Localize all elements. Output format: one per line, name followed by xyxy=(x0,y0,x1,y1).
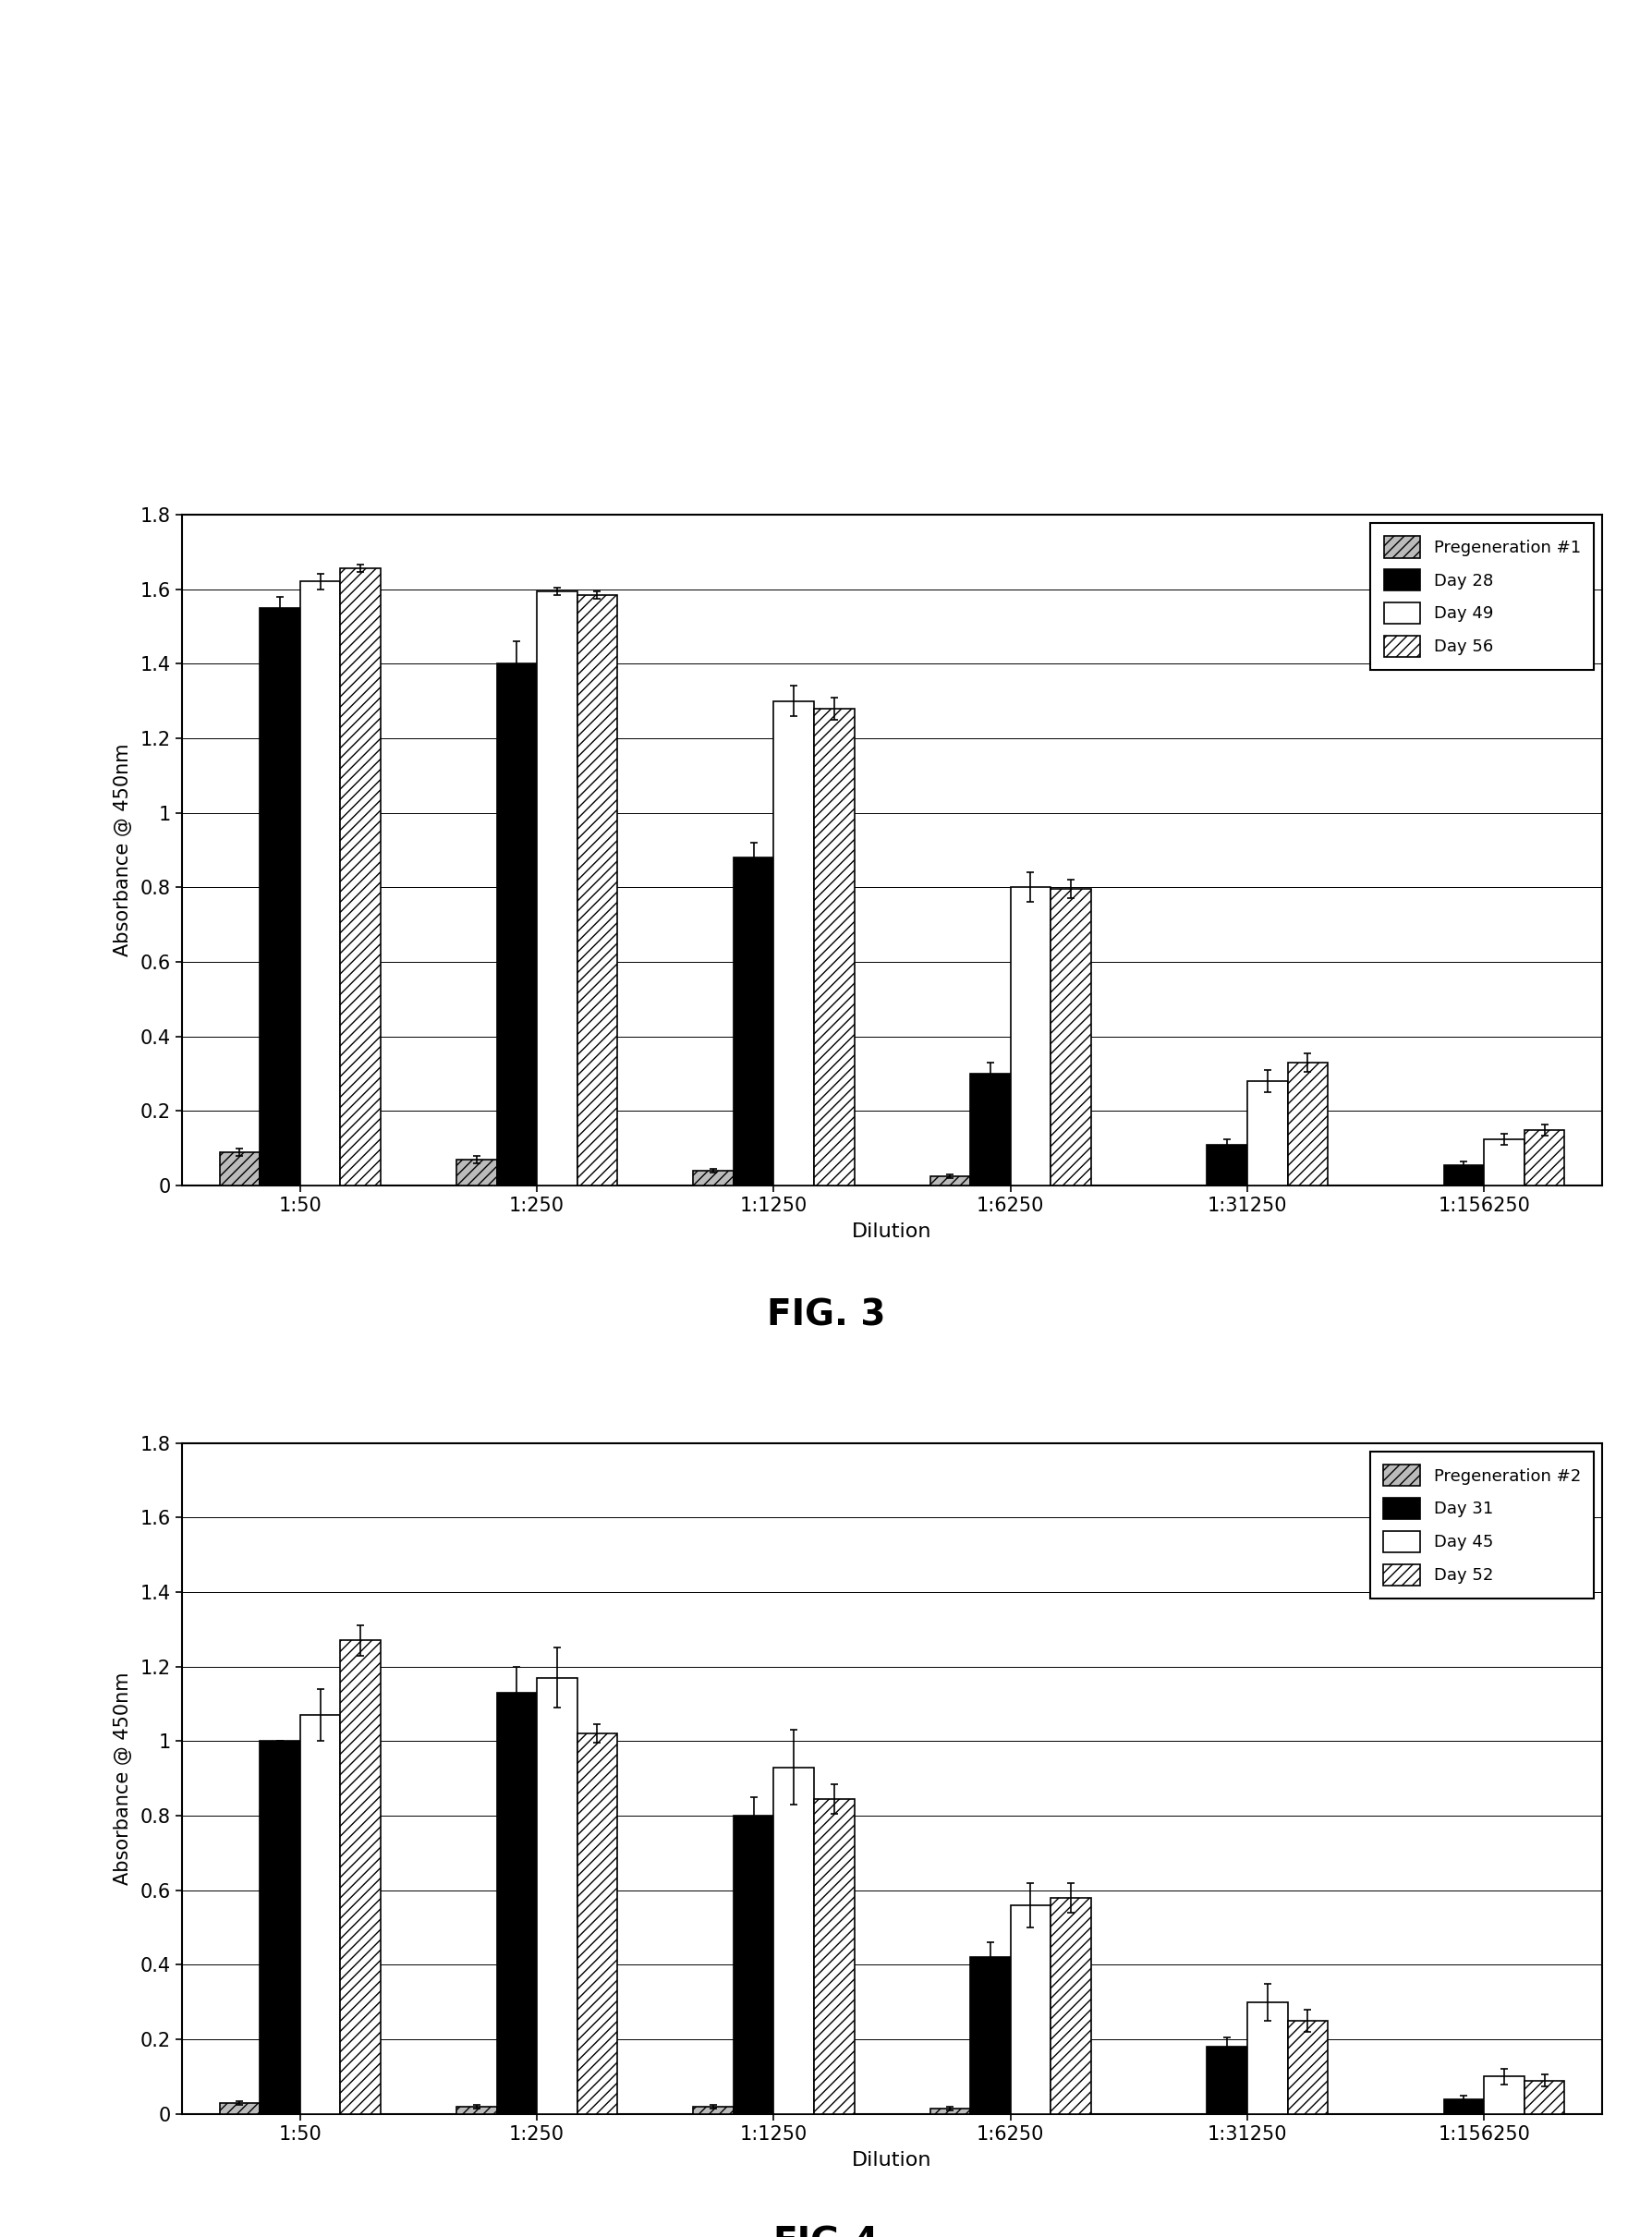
Bar xyxy=(814,709,854,1186)
Bar xyxy=(577,595,618,1186)
Bar xyxy=(301,582,340,1186)
Bar xyxy=(1011,1906,1051,2114)
Bar xyxy=(340,568,380,1186)
Bar xyxy=(456,2107,497,2114)
Bar xyxy=(1483,2076,1525,2114)
Y-axis label: Absorbance @ 450nm: Absorbance @ 450nm xyxy=(114,1671,132,1886)
Bar xyxy=(1483,1139,1525,1186)
Bar xyxy=(733,857,773,1186)
Bar xyxy=(814,1799,854,2114)
Bar xyxy=(1051,1897,1090,2114)
Bar xyxy=(970,1074,1011,1186)
Bar xyxy=(1011,888,1051,1186)
Bar xyxy=(1051,888,1090,1186)
Bar xyxy=(1247,2002,1287,2114)
Bar xyxy=(1287,2020,1328,2114)
Legend: Pregeneration #1, Day 28, Day 49, Day 56: Pregeneration #1, Day 28, Day 49, Day 56 xyxy=(1371,523,1594,671)
Text: FIG.4: FIG.4 xyxy=(773,2226,879,2237)
Bar xyxy=(1525,2080,1564,2114)
Y-axis label: Absorbance @ 450nm: Absorbance @ 450nm xyxy=(114,743,132,957)
X-axis label: Dilution: Dilution xyxy=(852,1224,932,1242)
Bar xyxy=(1247,1080,1287,1186)
Bar xyxy=(497,664,537,1186)
Bar xyxy=(694,1170,733,1186)
Bar xyxy=(733,1816,773,2114)
X-axis label: Dilution: Dilution xyxy=(852,2152,932,2170)
Bar xyxy=(930,2107,970,2114)
Bar xyxy=(456,1159,497,1186)
Bar xyxy=(220,2103,259,2114)
Legend: Pregeneration #2, Day 31, Day 45, Day 52: Pregeneration #2, Day 31, Day 45, Day 52 xyxy=(1370,1452,1594,1599)
Bar xyxy=(301,1716,340,2114)
Bar xyxy=(970,1957,1011,2114)
Bar xyxy=(773,1767,814,2114)
Bar xyxy=(537,591,577,1186)
Bar xyxy=(1525,1130,1564,1186)
Bar xyxy=(259,1740,301,2114)
Bar xyxy=(1444,1165,1483,1186)
Bar xyxy=(694,2107,733,2114)
Bar xyxy=(259,608,301,1186)
Bar xyxy=(1287,1063,1328,1186)
Bar xyxy=(220,1152,259,1186)
Bar xyxy=(1444,2098,1483,2114)
Bar xyxy=(1208,2047,1247,2114)
Bar xyxy=(537,1678,577,2114)
Bar xyxy=(497,1693,537,2114)
Bar xyxy=(930,1177,970,1186)
Bar xyxy=(340,1640,380,2114)
Bar xyxy=(1208,1145,1247,1186)
Bar xyxy=(773,700,814,1186)
Text: FIG. 3: FIG. 3 xyxy=(767,1297,885,1333)
Bar xyxy=(577,1734,618,2114)
